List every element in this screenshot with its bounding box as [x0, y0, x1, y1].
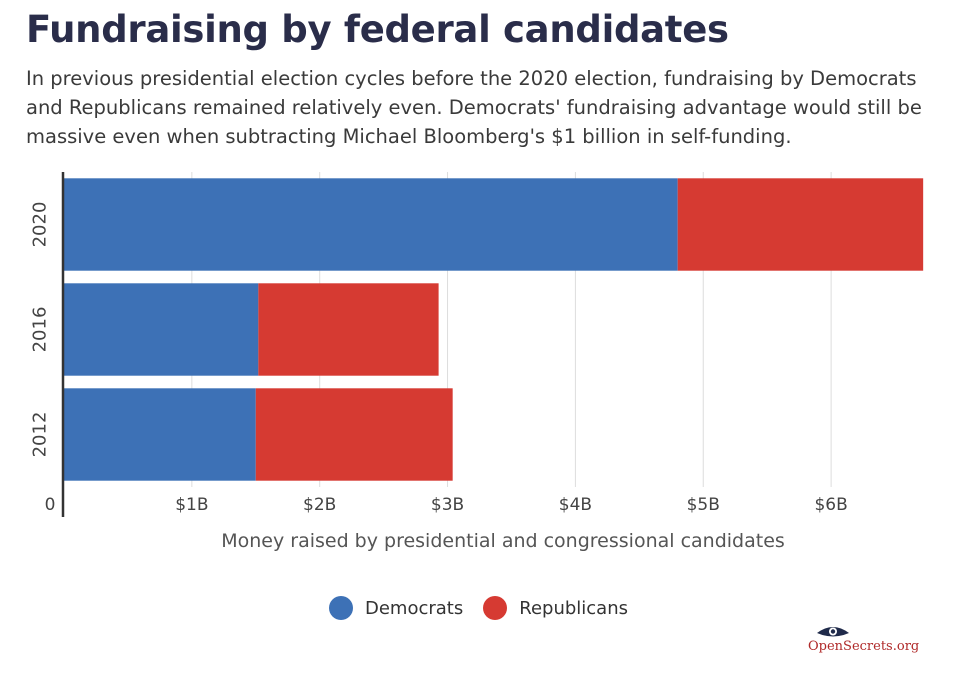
legend-item-republicans[interactable]: Republicans: [483, 596, 628, 620]
legend-item-democrats[interactable]: Democrats: [329, 596, 463, 620]
y-tick-label: 2016: [30, 307, 51, 353]
x-tick-label: $1B: [175, 495, 208, 515]
x-tick-label: $3B: [431, 495, 464, 515]
x-tick-label: 0: [45, 495, 56, 515]
x-tick-label: $5B: [687, 495, 720, 515]
brand-label: OpenSecrets.org: [808, 639, 920, 654]
legend-label-republicans: Republicans: [519, 597, 628, 619]
y-tick-label: 2020: [30, 202, 51, 248]
bar-republicans-2016[interactable]: [258, 283, 439, 376]
page-subtitle: In previous presidential election cycles…: [26, 67, 922, 148]
opensecrets-logo[interactable]: OpenSecrets.org: [808, 622, 920, 658]
x-tick-label: $6B: [814, 495, 847, 515]
legend-dot-republicans: [483, 596, 508, 620]
bar-democrats-2016[interactable]: [64, 283, 259, 376]
legend-label-democrats: Democrats: [365, 597, 464, 619]
bars: [64, 178, 924, 481]
axes: 0 $1B $2B $3B $4B $5B $6B 2020 2016 2012: [30, 172, 848, 517]
legend: Democrats Republicans: [0, 596, 957, 620]
x-tick-label: $2B: [303, 495, 336, 515]
x-axis-title: Money raised by presidential and congres…: [221, 530, 785, 552]
bar-democrats-2012[interactable]: [64, 388, 256, 481]
eye-logo-icon: [817, 627, 849, 637]
page-title: Fundraising by federal candidates: [26, 8, 729, 51]
bar-republicans-2020[interactable]: [677, 178, 924, 271]
legend-dot-democrats: [329, 596, 353, 620]
y-tick-label: 2012: [30, 412, 51, 458]
bar-republicans-2012[interactable]: [255, 388, 453, 481]
x-tick-label: $4B: [559, 495, 592, 515]
bar-democrats-2020[interactable]: [64, 178, 678, 271]
